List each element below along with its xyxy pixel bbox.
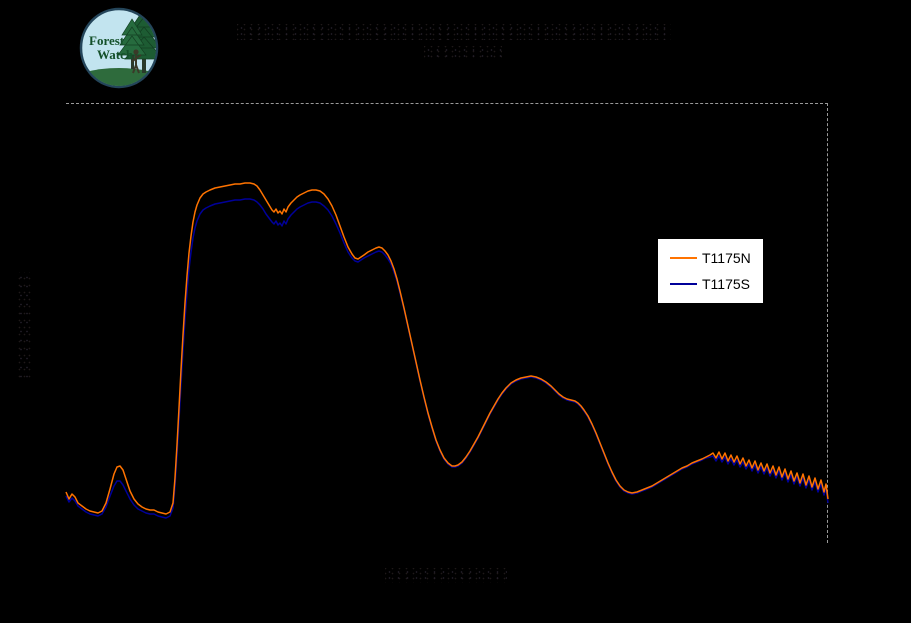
legend-label: T1175N <box>702 250 751 266</box>
y-axis-label <box>18 272 32 378</box>
x-axis-label <box>385 568 507 583</box>
chart-title-line1 <box>237 24 671 40</box>
person-icon <box>131 49 142 74</box>
chart-title-line2 <box>424 46 502 59</box>
legend-box: T1175N T1175S <box>657 238 764 304</box>
legend-swatch <box>670 283 697 285</box>
legend-item-t1175s: T1175S <box>670 277 763 291</box>
logo-text-forest: Forest <box>89 33 125 48</box>
legend-item-t1175n: T1175N <box>670 251 763 265</box>
legend-label: T1175S <box>702 276 750 292</box>
logo-text-watch: Watch <box>97 47 134 62</box>
forest-watch-logo: Forest Watch <box>79 7 159 89</box>
legend-swatch <box>670 257 697 259</box>
plot-area <box>66 103 828 543</box>
pine-tree-icon <box>117 10 156 73</box>
